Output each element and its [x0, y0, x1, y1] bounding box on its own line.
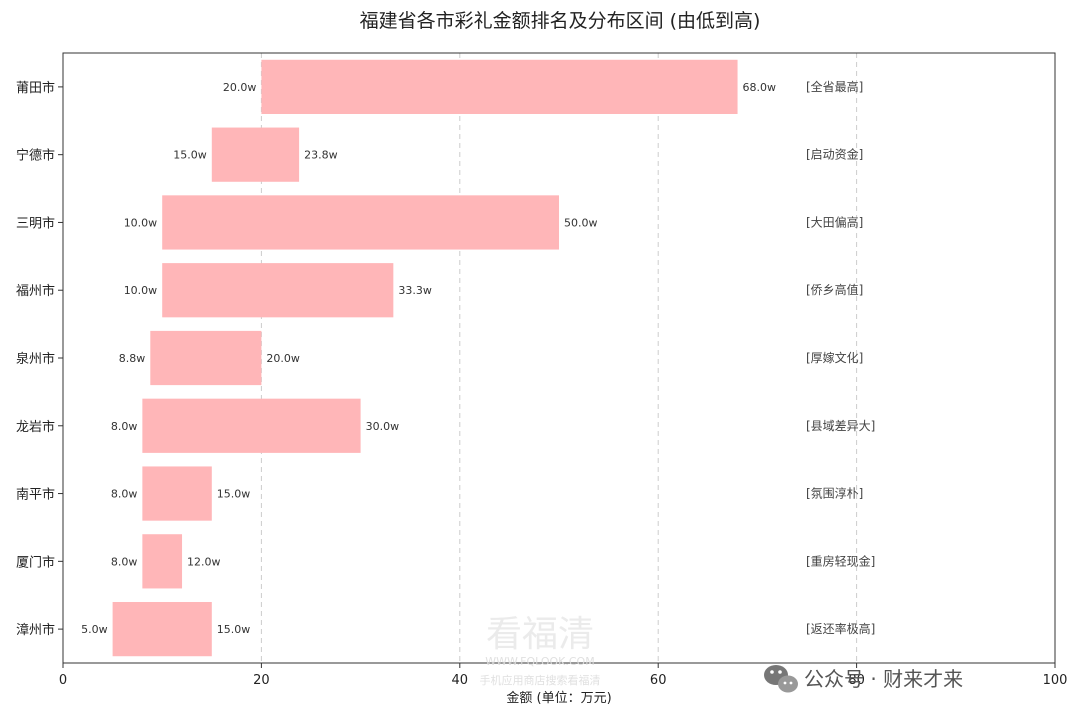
chart-title: 福建省各市彩礼金额排名及分布区间 (由低到高): [360, 10, 761, 32]
category-label: 龙岩市: [16, 419, 55, 435]
x-tick-label: 80: [848, 673, 865, 688]
bar: [211, 127, 300, 182]
low-value-label: 5.0w: [81, 623, 108, 636]
wechat-icon: [764, 665, 798, 693]
annotation-label: [氛围淳朴]: [806, 486, 863, 501]
category-label: 宁德市: [16, 148, 55, 164]
x-tick-labels: 0 20 40 60 80 100: [59, 663, 1068, 688]
annotation-label: [县域差异大]: [806, 419, 875, 433]
badge-text: 公众号 · 财来才来: [804, 667, 963, 691]
bar: [142, 398, 361, 453]
x-tick-label: 0: [59, 673, 67, 688]
bar: [142, 534, 183, 589]
annotation-label: [全省最高]: [806, 79, 863, 94]
high-value-label: 12.0w: [187, 555, 221, 568]
annotation-label: [厚嫁文化]: [806, 350, 863, 365]
annotation-label: [返还率极高]: [806, 621, 875, 636]
high-value-label: 20.0w: [266, 352, 300, 365]
annotation-label: [启动资金]: [806, 147, 863, 162]
x-tick-label: 100: [1043, 673, 1068, 688]
data-labels: 20.0w 68.0w 15.0w 23.8w 10.0w 50.0w 10.0w 33.3w…: [81, 81, 776, 636]
plot-frame: [62, 52, 1056, 664]
watermark-line: 手机应用商店搜索看福清: [480, 673, 601, 687]
low-value-label: 8.0w: [111, 555, 138, 568]
high-value-label: 15.0w: [217, 623, 251, 636]
bar: [162, 263, 394, 318]
wechat-badge: 公众号 · 财来才来: [764, 665, 963, 693]
high-value-label: 23.8w: [304, 149, 338, 162]
high-value-label: 68.0w: [743, 81, 777, 94]
watermark-title: 看福清: [486, 614, 594, 655]
bar: [112, 602, 212, 657]
bar: [142, 466, 212, 521]
low-value-label: 10.0w: [124, 284, 158, 297]
bar: [150, 330, 262, 386]
annotation-label: [侨乡高值]: [806, 282, 863, 297]
low-value-label: 8.0w: [111, 488, 138, 501]
high-value-label: 15.0w: [217, 488, 251, 501]
bars: [112, 59, 738, 657]
low-value-label: 8.0w: [111, 420, 138, 433]
low-value-label: 15.0w: [173, 149, 207, 162]
x-tick-label: 20: [253, 673, 270, 688]
x-tick-label: 60: [650, 673, 667, 688]
category-label: 泉州市: [16, 351, 55, 367]
high-value-label: 30.0w: [366, 420, 400, 433]
low-value-label: 10.0w: [124, 216, 158, 229]
annotations: [全省最高] [启动资金] [大田偏高] [侨乡高值] [厚嫁文化] [县域差异大] [氛围…: [806, 79, 875, 636]
annotation-label: [大田偏高]: [806, 214, 863, 229]
category-label: 厦门市: [16, 554, 55, 570]
x-tick-label: 40: [452, 673, 469, 688]
gridlines: [260, 53, 858, 663]
category-label: 漳州市: [16, 622, 55, 638]
category-label: 福州市: [16, 283, 55, 299]
low-value-label: 8.8w: [119, 352, 146, 365]
low-value-label: 20.0w: [223, 81, 257, 94]
watermark: 看福清 WWW.FQLOOK.COM 手机应用商店搜索看福清: [480, 614, 601, 687]
bar: [261, 59, 738, 114]
category-label: 三明市: [16, 215, 55, 231]
category-label: 莆田市: [16, 80, 55, 96]
category-label: 南平市: [16, 487, 55, 503]
high-value-label: 33.3w: [398, 284, 432, 297]
bar: [162, 195, 559, 250]
x-axis-title: 金额 (单位：万元): [506, 690, 611, 706]
high-value-label: 50.0w: [564, 216, 598, 229]
watermark-url: WWW.FQLOOK.COM: [485, 655, 594, 668]
annotation-label: [重房轻现金]: [806, 553, 875, 568]
